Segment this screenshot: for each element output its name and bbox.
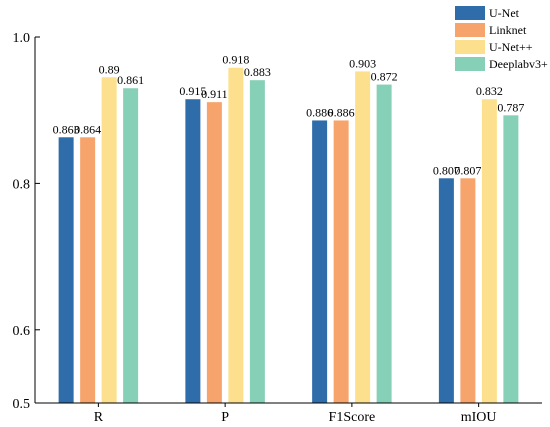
bar [355,71,371,404]
data-label: 0.861 [117,73,144,87]
data-label: 0.918 [222,53,249,67]
bar [101,77,117,403]
bar [438,178,454,403]
x-tick-label: mIOU [461,410,497,425]
data-label: 0.89 [99,62,120,76]
y-tick-label: 0.6 [13,324,31,339]
bar [503,115,519,403]
data-label: 0.864 [74,122,101,136]
data-label: 0.787 [497,100,524,114]
legend-swatch [455,57,485,71]
legend-label: U-Net [489,6,520,20]
data-label: 0.903 [349,56,376,70]
legend-label: U-Net++ [489,40,533,54]
legend-label: Deeplabv3+ [489,57,548,71]
bar [206,102,222,404]
bar [185,99,201,403]
bar [123,88,139,404]
bar [228,67,244,404]
data-label: 0.911 [201,87,228,101]
data-label: 0.886 [306,105,333,119]
data-label: 0.886 [328,105,355,119]
bar [80,137,96,403]
data-label: 0.863 [53,122,80,136]
bar [58,137,74,403]
bar [312,120,328,403]
bar [333,120,349,403]
legend-swatch [455,40,485,54]
x-tick-label: R [94,410,104,425]
x-tick-label: F1Score [329,410,376,425]
legend-label: Linknet [489,23,527,37]
bar [460,178,476,403]
data-label: 0.872 [371,70,398,84]
y-tick-label: 0.5 [13,397,31,412]
bar [376,84,392,403]
legend-swatch [455,23,485,37]
bar [249,80,265,403]
legend-swatch [455,6,485,20]
data-label: 0.883 [244,65,271,79]
y-tick-label: 1.0 [13,31,31,46]
data-label: 0.915 [179,84,206,98]
data-label: 0.807 [433,163,460,177]
x-tick-label: P [221,410,229,425]
bar [481,99,497,403]
data-label: 0.807 [454,163,481,177]
y-tick-label: 0.8 [13,177,31,192]
data-label: 0.832 [476,84,503,98]
